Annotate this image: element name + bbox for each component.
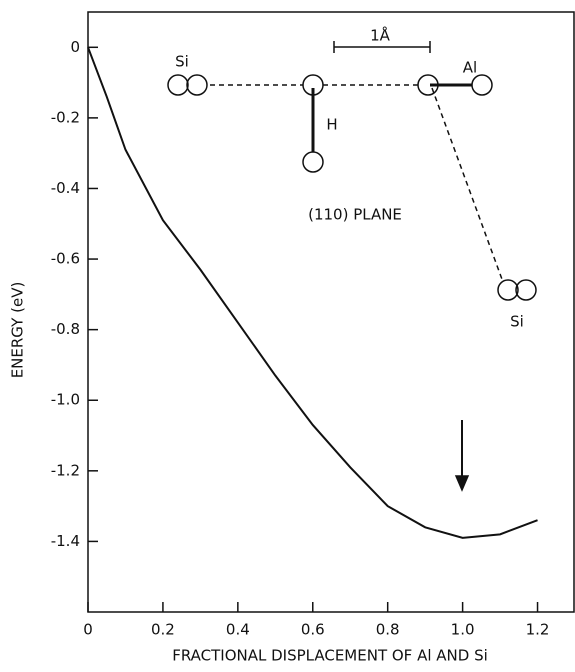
arrow-head: [456, 476, 468, 490]
atom: [472, 75, 492, 95]
annotation: H: [326, 116, 337, 134]
x-tick-label: 1.2: [526, 621, 550, 639]
x-tick-label: 0.6: [301, 621, 325, 639]
chart: ENERGY (eV) FRACTIONAL DISPLACEMENT OF A…: [0, 0, 575, 668]
y-axis-label: ENERGY (eV): [9, 282, 27, 379]
annotation: Si: [175, 53, 189, 71]
y-tick-label: -0.8: [51, 320, 80, 338]
x-tick-label: 1.0: [451, 621, 475, 639]
annotation: Si: [510, 313, 524, 331]
y-tick-label: -0.6: [51, 250, 80, 268]
atom: [168, 75, 188, 95]
annotation: 1Å: [370, 26, 391, 45]
y-tick-label: -1.4: [51, 532, 80, 550]
atom: [303, 152, 323, 172]
y-tick-label: -1.0: [51, 391, 80, 409]
y-tick-label: -0.4: [51, 179, 80, 197]
annotation: (110) PLANE: [308, 206, 402, 224]
atom: [516, 280, 536, 300]
atom: [187, 75, 207, 95]
x-tick-label: 0.2: [151, 621, 175, 639]
x-axis-label: FRACTIONAL DISPLACEMENT OF Al AND Si: [172, 647, 488, 665]
x-tick-label: 0.8: [376, 621, 400, 639]
y-tick-label: 0: [70, 38, 80, 56]
y-tick-label: -0.2: [51, 108, 80, 126]
plot-frame: [88, 12, 574, 612]
y-tick-label: -1.2: [51, 461, 80, 479]
x-tick-label: 0.4: [226, 621, 250, 639]
bond: [432, 88, 503, 282]
x-tick-label: 0: [83, 621, 93, 639]
annotation: Al: [463, 59, 477, 77]
atom: [498, 280, 518, 300]
inset-diagram: [168, 41, 536, 490]
